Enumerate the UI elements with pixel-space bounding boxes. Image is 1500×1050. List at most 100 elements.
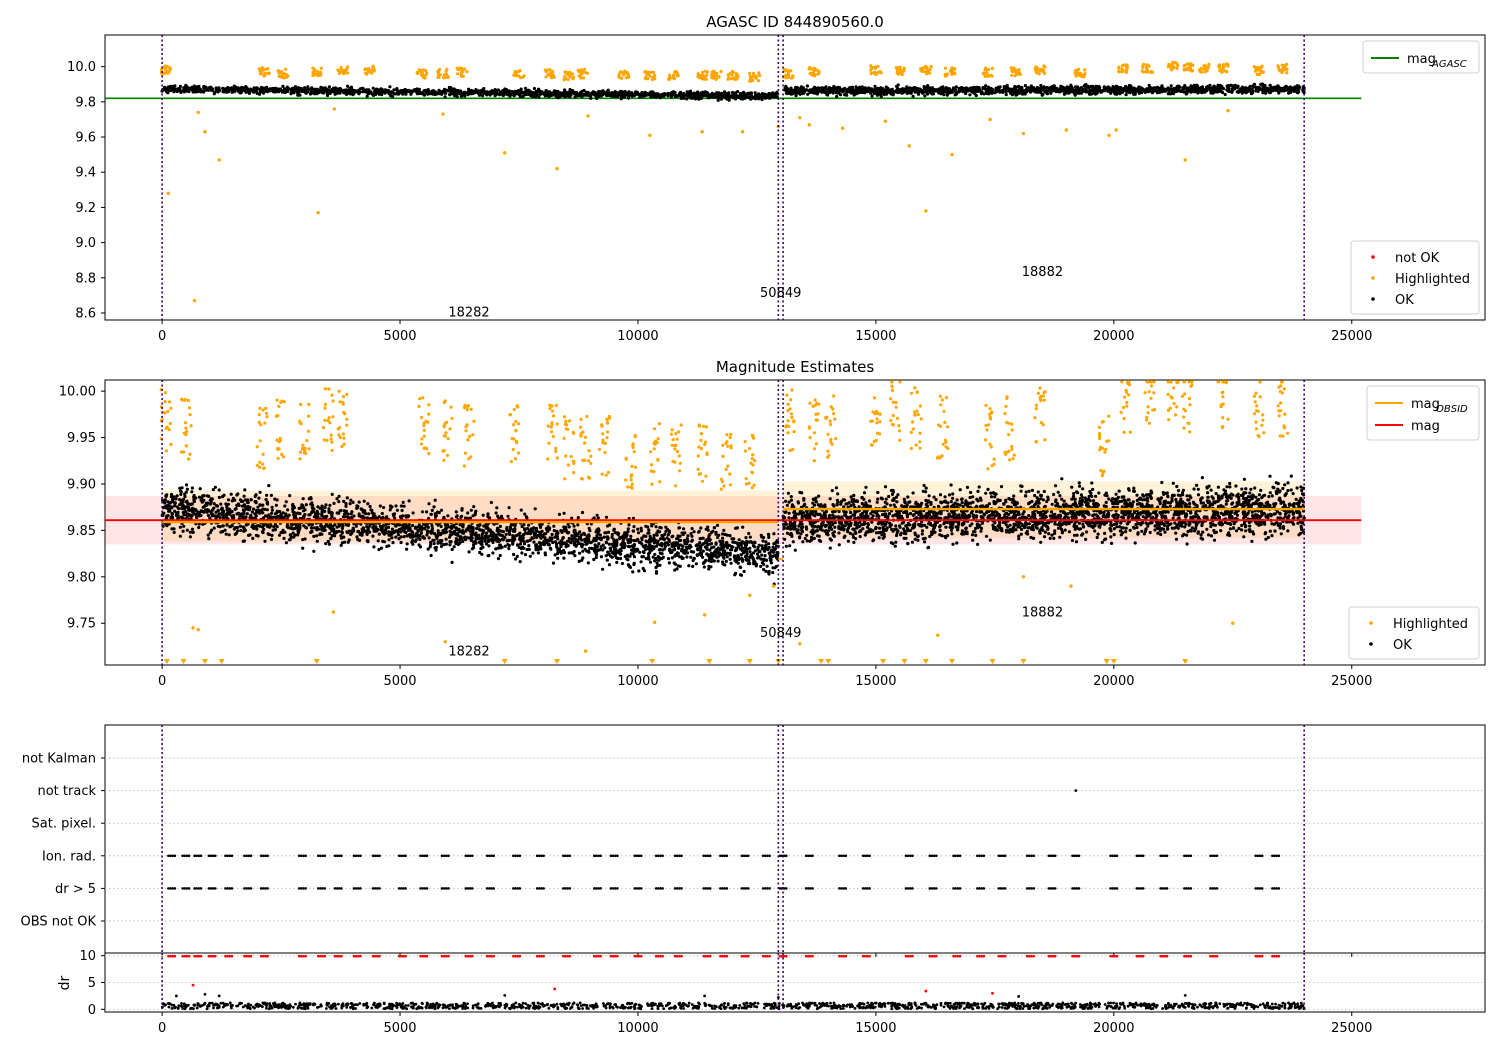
highlighted-point — [617, 74, 621, 78]
ok-point — [655, 544, 659, 548]
agasc-panel: AGASC ID 844890560.0 8.68.89.09.29.49.69… — [67, 13, 1486, 344]
ok-point — [191, 530, 195, 535]
ok-point — [327, 542, 331, 546]
ok-point — [1127, 83, 1132, 88]
ok-point — [338, 509, 342, 513]
ok-point — [208, 87, 213, 91]
highlighted-point — [1117, 70, 1121, 74]
highlighted-point — [548, 73, 552, 77]
highlighted-point — [672, 73, 676, 77]
ok-point — [555, 529, 559, 533]
ok-point — [573, 95, 577, 99]
ok-point — [738, 94, 742, 98]
ok-point — [217, 87, 221, 91]
ok-point — [411, 523, 415, 528]
highlighted-point — [1203, 67, 1207, 71]
highlighted-point — [1217, 64, 1221, 68]
highlighted-outlier — [883, 119, 888, 123]
ok-point — [855, 86, 859, 90]
ok-point — [968, 93, 972, 97]
ok-point — [376, 539, 380, 543]
ok-point — [916, 92, 921, 96]
ok-point — [843, 86, 847, 90]
highlighted-point — [319, 73, 323, 77]
ok-point — [518, 94, 522, 98]
highlighted-point — [461, 69, 465, 74]
ok-point — [667, 561, 672, 565]
ok-point — [300, 88, 304, 92]
ok-point — [639, 529, 644, 533]
ok-point — [418, 91, 422, 95]
ok-point — [613, 93, 618, 97]
ok-point — [703, 90, 707, 94]
ok-point — [448, 543, 452, 547]
ok-point — [906, 86, 910, 91]
ok-point — [1126, 87, 1130, 91]
ok-point — [187, 86, 191, 90]
x-tick-label: 5000 — [383, 329, 416, 344]
ok-point — [905, 91, 909, 95]
ok-point — [252, 507, 256, 511]
ok-point — [785, 86, 789, 90]
ok-point — [887, 90, 891, 94]
highlighted-point — [1207, 63, 1211, 67]
ok-point — [543, 94, 547, 98]
ok-point — [365, 94, 369, 98]
ok-point — [301, 497, 305, 501]
highlighted-outlier — [217, 158, 221, 162]
ok-point — [392, 88, 396, 92]
ok-point — [1044, 87, 1048, 91]
ok-point — [1091, 84, 1095, 88]
highlighted-point — [944, 74, 948, 78]
ok-point — [304, 91, 308, 95]
ok-point — [467, 89, 471, 93]
obsid-label: 50849 — [760, 286, 801, 301]
ok-point — [1127, 89, 1132, 93]
ok-point — [506, 514, 510, 518]
ok-point — [891, 93, 895, 97]
ok-point — [757, 92, 761, 96]
ok-point — [1294, 85, 1298, 89]
ok-point — [1078, 87, 1082, 91]
ok-point — [232, 89, 236, 93]
ok-point — [1246, 89, 1250, 93]
highlighted-outlier — [316, 210, 320, 215]
ok-point — [178, 86, 182, 90]
ok-point — [456, 88, 460, 93]
ok-point — [839, 93, 843, 97]
ok-point — [1034, 89, 1039, 93]
ok-point — [748, 91, 752, 95]
ok-point — [420, 510, 425, 514]
ok-point — [597, 542, 601, 546]
ok-point — [1093, 89, 1097, 93]
highlighted-point — [726, 77, 730, 81]
ok-point — [845, 93, 849, 97]
ok-point — [379, 87, 383, 91]
ok-point — [601, 89, 605, 93]
ok-point — [430, 508, 434, 512]
highlighted-point — [276, 69, 280, 73]
ok-point — [578, 551, 582, 555]
ok-point — [1123, 88, 1127, 92]
ok-point — [570, 91, 574, 95]
ok-point — [216, 90, 220, 94]
ok-point — [1270, 87, 1275, 91]
ok-point — [771, 93, 775, 97]
ok-point — [325, 93, 330, 98]
ok-point — [569, 93, 573, 97]
highlighted-point — [704, 77, 708, 81]
ok-point — [378, 504, 382, 508]
highlighted-outlier — [740, 130, 745, 134]
ok-point — [807, 89, 811, 93]
highlighted-point — [1142, 62, 1146, 66]
highlighted-point — [363, 68, 367, 72]
ok-point — [680, 94, 685, 98]
ok-point — [387, 89, 391, 93]
ok-point — [477, 92, 481, 96]
ok-point — [630, 94, 635, 98]
highlighted-point — [364, 71, 368, 75]
ok-point — [510, 90, 514, 94]
ok-point — [802, 91, 806, 95]
ok-point — [757, 95, 761, 99]
highlighted-point — [442, 73, 447, 77]
